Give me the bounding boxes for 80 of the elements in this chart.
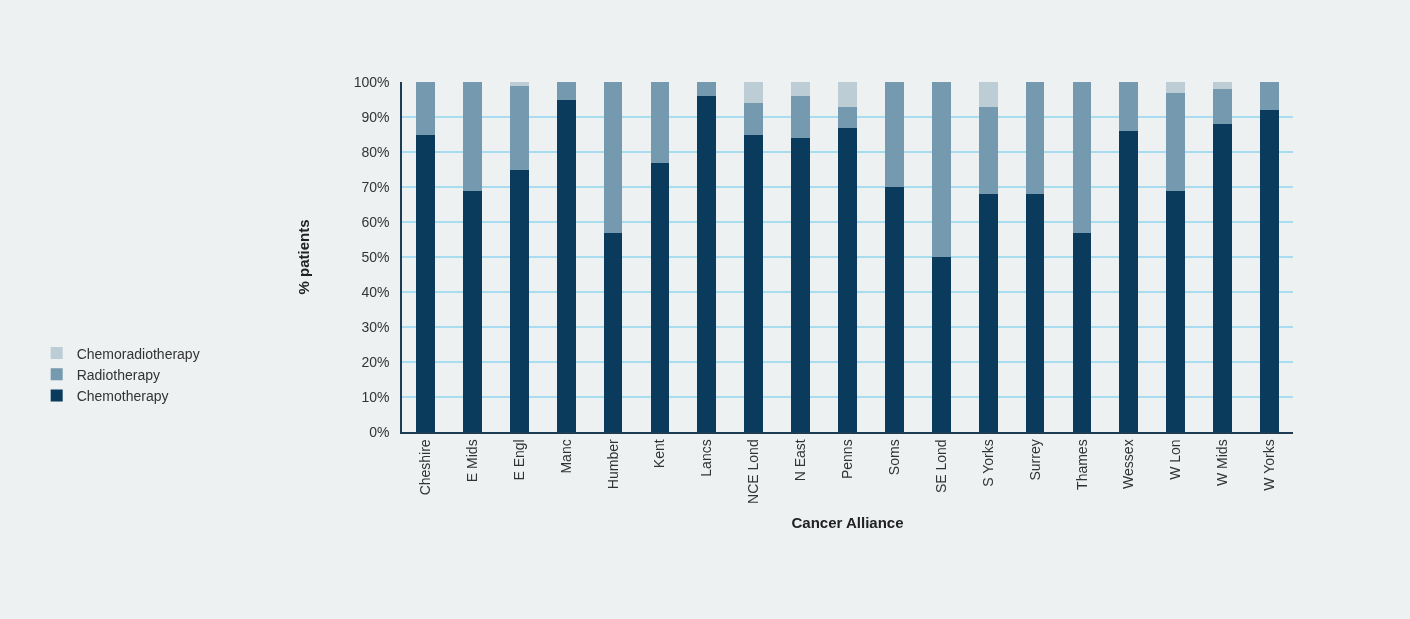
bar (1072, 82, 1092, 233)
bar (838, 106, 857, 128)
y-tick-label: 50% (361, 248, 390, 265)
y-tick-label: 90% (361, 108, 390, 125)
x-tick-label: SE Lond (932, 439, 949, 494)
x-tick-label: E Mids (463, 439, 480, 483)
x-tick-label: W Yorks (1261, 439, 1278, 491)
bar (978, 106, 998, 194)
x-tick-label: Thames (1073, 439, 1090, 490)
bar (744, 82, 764, 103)
bar (1072, 232, 1092, 432)
x-tick-label: E Engl (510, 439, 527, 481)
x-axis-title: Cancer Alliance (791, 514, 904, 532)
bar (603, 82, 623, 233)
y-tick-label: 0% (369, 423, 390, 440)
bar (509, 85, 529, 170)
bar (978, 82, 998, 107)
bar (697, 82, 717, 96)
bar (1025, 82, 1045, 194)
bar (1213, 89, 1233, 124)
bar (1166, 82, 1186, 93)
bar (791, 96, 810, 138)
bar (1166, 92, 1186, 191)
bar (885, 187, 904, 432)
bar (885, 82, 904, 187)
x-tick-label: Soms (885, 439, 902, 476)
y-tick-label: 20% (361, 353, 390, 370)
x-tick-label: NCE Lond (745, 439, 762, 504)
bar (978, 194, 998, 432)
x-tick-label: Lancs (698, 439, 715, 477)
bar (650, 162, 670, 432)
bar (791, 82, 810, 96)
bar (416, 82, 435, 135)
bar (1260, 82, 1279, 110)
bar (1119, 82, 1139, 131)
bar (744, 134, 764, 432)
y-tick-label: 10% (361, 388, 390, 405)
bar (838, 82, 857, 107)
bar (1213, 124, 1233, 432)
bar (791, 138, 810, 432)
x-tick-label: W Mids (1214, 439, 1231, 487)
bar (462, 82, 482, 191)
bar (838, 127, 857, 432)
x-tick-label: Wessex (1120, 439, 1137, 489)
y-tick-label: 70% (361, 178, 390, 195)
x-tick-label: S Yorks (979, 439, 996, 487)
bar (931, 82, 951, 257)
bar (416, 134, 435, 432)
y-tick-label: 80% (361, 143, 390, 160)
bar (1213, 82, 1233, 89)
bar (1166, 190, 1186, 432)
bar (1260, 110, 1279, 432)
legend-label: Radiotherapy (76, 366, 160, 383)
y-tick-label: 60% (361, 213, 390, 230)
y-tick-label: 100% (353, 73, 390, 90)
x-tick-label: Manc (557, 439, 574, 474)
y-axis-title: % patients (295, 219, 313, 295)
x-tick-label: Humber (604, 439, 621, 490)
x-tick-label: Kent (651, 439, 668, 469)
bar (462, 190, 482, 432)
bar (509, 169, 529, 432)
bar (1025, 194, 1045, 432)
bar (556, 82, 576, 100)
legend-label: Chemoradiotherapy (76, 345, 200, 362)
bar (931, 257, 951, 432)
bar (603, 232, 623, 432)
y-tick-label: 30% (361, 318, 390, 335)
legend-label: Chemotherapy (76, 387, 169, 404)
y-tick-label: 40% (361, 283, 390, 300)
bar (556, 99, 576, 432)
bar (697, 96, 717, 432)
x-tick-label: Surrey (1026, 439, 1043, 481)
x-tick-label: Cheshire (417, 439, 433, 496)
bar (650, 82, 670, 163)
x-tick-label: N East (792, 439, 809, 482)
x-tick-label: Penns (839, 439, 856, 480)
bar (1119, 131, 1139, 432)
bar (744, 103, 764, 135)
x-tick-label: W Lon (1167, 439, 1184, 480)
bar (509, 82, 529, 86)
